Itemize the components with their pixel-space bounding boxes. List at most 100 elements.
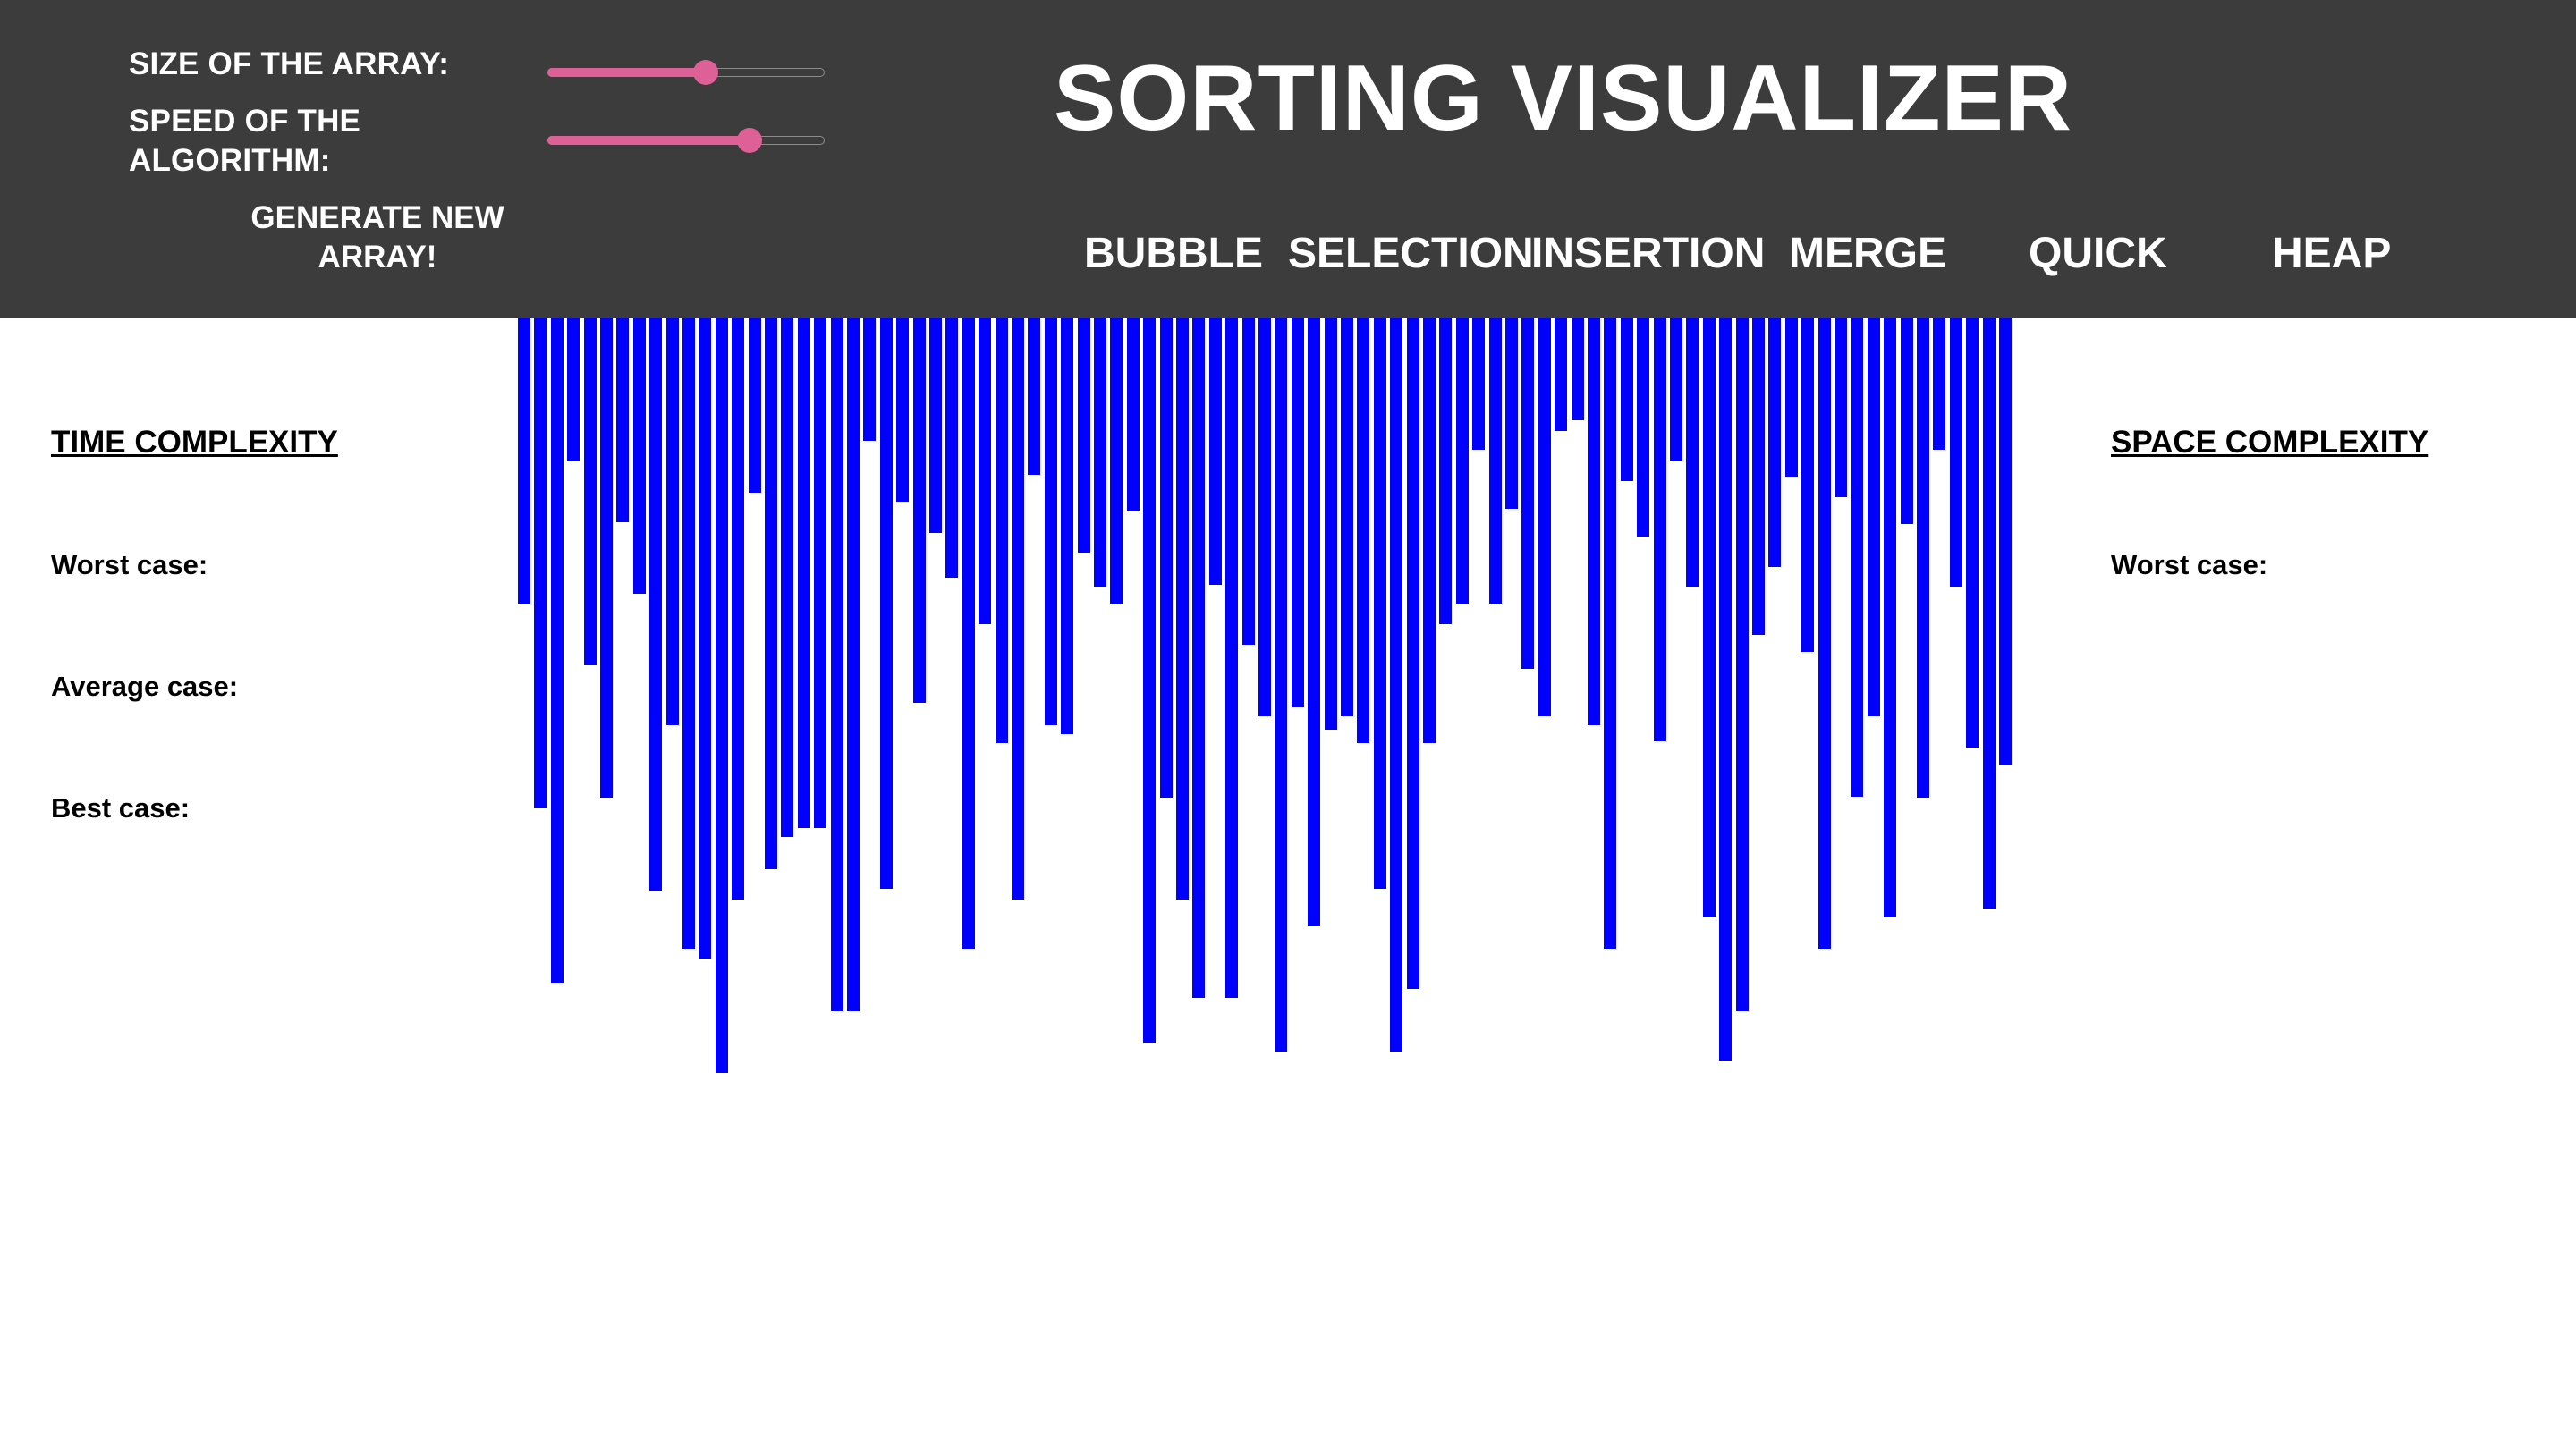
- array-bar: [1374, 318, 1386, 889]
- time-average-case-label: Average case:: [51, 671, 239, 702]
- heap-sort-button[interactable]: HEAP: [2272, 230, 2392, 277]
- time-complexity-heading: TIME COMPLEXITY: [51, 425, 338, 460]
- array-bar: [567, 318, 580, 461]
- array-size-slider-thumb[interactable]: [693, 60, 718, 85]
- array-bar: [1950, 318, 1962, 587]
- array-bar: [1143, 318, 1156, 1043]
- algorithm-speed-label: SPEED OF THE ALGORITHM:: [129, 104, 361, 178]
- array-bar: [1670, 318, 1682, 461]
- array-bar: [1275, 318, 1287, 1052]
- array-bar: [1160, 318, 1173, 798]
- array-bar: [765, 318, 777, 869]
- array-bar: [1439, 318, 1452, 624]
- array-bar: [1719, 318, 1732, 1061]
- array-bar: [584, 318, 597, 665]
- array-bar: [1785, 318, 1798, 477]
- merge-sort-button[interactable]: MERGE: [1789, 230, 1947, 277]
- array-bar: [666, 318, 679, 725]
- array-bar: [649, 318, 662, 891]
- array-bar: [1209, 318, 1222, 585]
- array-bar: [996, 318, 1008, 743]
- space-worst-case-label: Worst case:: [2111, 549, 2268, 580]
- array-bar: [1045, 318, 1057, 725]
- array-bar: [798, 318, 810, 828]
- array-bar: [1423, 318, 1436, 743]
- array-bar: [913, 318, 926, 703]
- array-bar: [1884, 318, 1896, 917]
- array-bar: [1901, 318, 1913, 524]
- array-bar: [749, 318, 761, 493]
- array-bar: [1110, 318, 1123, 604]
- array-bar: [1555, 318, 1567, 431]
- array-bar: [1637, 318, 1649, 537]
- array-bar: [979, 318, 991, 624]
- array-bar: [929, 318, 942, 533]
- array-bar: [880, 318, 893, 889]
- array-size-slider[interactable]: [547, 60, 825, 85]
- array-bar: [1999, 318, 2012, 765]
- array-bar: [1572, 318, 1584, 420]
- array-bar: [1851, 318, 1863, 797]
- array-bar: [732, 318, 744, 900]
- array-bar: [1686, 318, 1699, 587]
- array-bar: [1061, 318, 1073, 734]
- array-bar: [1933, 318, 1945, 450]
- array-bar: [1456, 318, 1469, 604]
- array-bar: [1225, 318, 1238, 998]
- array-bar: [1966, 318, 1979, 748]
- array-bar: [1258, 318, 1271, 716]
- algorithm-speed-slider-fill: [547, 136, 750, 145]
- array-size-slider-fill: [547, 68, 706, 77]
- array-bar: [1604, 318, 1616, 949]
- array-bar: [1390, 318, 1402, 1052]
- generate-new-array-button[interactable]: GENERATE NEW ARRAY!: [250, 200, 504, 275]
- array-bar: [1835, 318, 1847, 497]
- array-bar: [1917, 318, 1929, 798]
- array-bar: [616, 318, 629, 522]
- array-bar: [716, 318, 728, 1073]
- array-bar: [1654, 318, 1666, 741]
- array-bar: [1538, 318, 1551, 716]
- array-bar: [682, 318, 695, 949]
- array-bar: [1308, 318, 1320, 926]
- array-bar: [1736, 318, 1749, 1011]
- selection-sort-button[interactable]: SELECTION: [1288, 230, 1534, 277]
- array-bar: [1801, 318, 1814, 652]
- array-bar: [1192, 318, 1205, 998]
- array-bar: [1242, 318, 1255, 645]
- array-bar: [1078, 318, 1090, 553]
- array-bar: [1176, 318, 1189, 900]
- array-bar: [1703, 318, 1716, 917]
- array-bar: [1094, 318, 1106, 587]
- array-bar: [1983, 318, 1996, 909]
- array-bar: [1768, 318, 1781, 567]
- array-bar: [1472, 318, 1485, 450]
- array-bar: [1325, 318, 1337, 730]
- array-bar: [534, 318, 547, 808]
- array-bar: [1341, 318, 1353, 716]
- bubble-sort-button[interactable]: BUBBLE: [1084, 230, 1263, 277]
- array-bar: [1489, 318, 1502, 604]
- array-bar: [551, 318, 564, 983]
- array-size-label: SIZE OF THE ARRAY:: [129, 46, 450, 81]
- algorithm-speed-slider-thumb[interactable]: [737, 128, 762, 153]
- array-bar: [1028, 318, 1040, 475]
- array-bar: [633, 318, 646, 594]
- array-bar: [1505, 318, 1518, 509]
- array-bar: [814, 318, 826, 828]
- page-title: SORTING VISUALIZER: [1054, 46, 2072, 150]
- array-bar: [1407, 318, 1419, 989]
- insertion-sort-button[interactable]: INSERTION: [1531, 230, 1766, 277]
- array-bar: [1012, 318, 1024, 900]
- array-bar: [1818, 318, 1831, 949]
- time-worst-case-label: Worst case:: [51, 549, 208, 580]
- array-bar: [1357, 318, 1369, 743]
- app-header: SIZE OF THE ARRAY: SPEED OF THE ALGORITH…: [0, 0, 2576, 318]
- algorithm-speed-slider[interactable]: [547, 128, 825, 153]
- array-bar: [863, 318, 876, 441]
- array-bar: [1621, 318, 1633, 481]
- array-bar: [781, 318, 793, 837]
- space-complexity-heading: SPACE COMPLEXITY: [2111, 425, 2429, 460]
- array-bar: [518, 318, 530, 604]
- quick-sort-button[interactable]: QUICK: [2029, 230, 2167, 277]
